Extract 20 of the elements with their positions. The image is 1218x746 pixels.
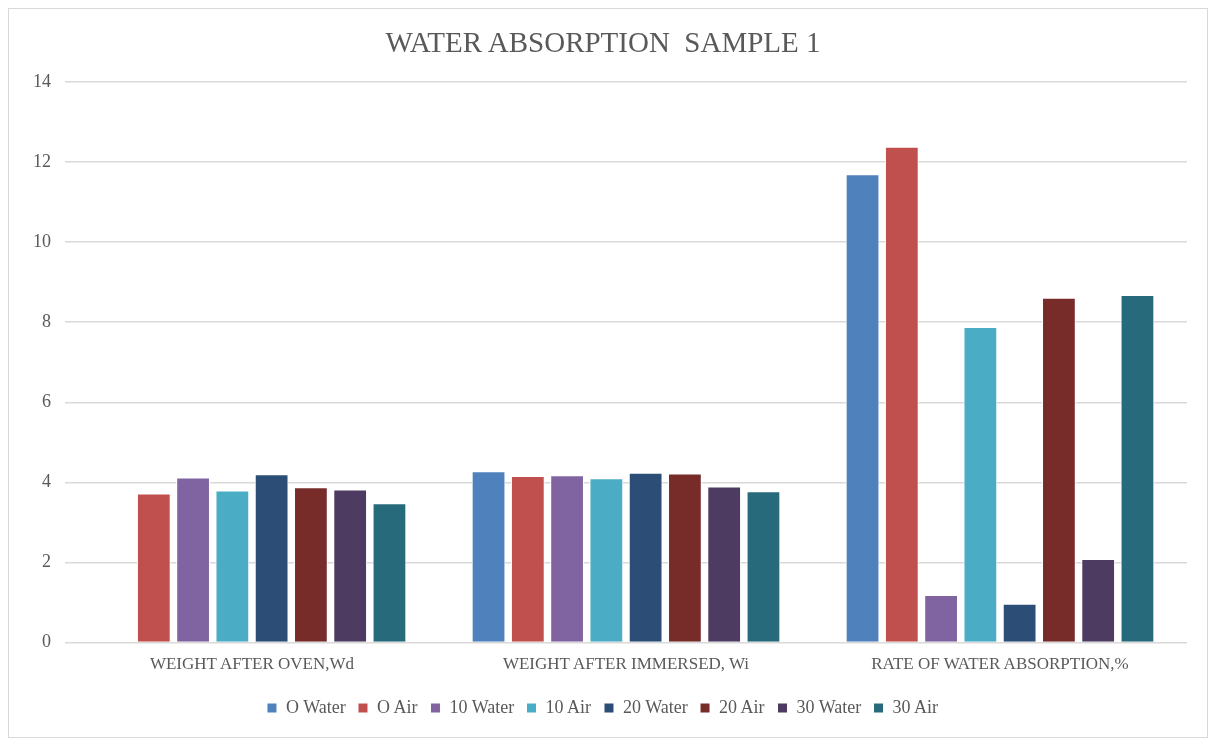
y-tick-label: 4 [42,471,51,492]
y-tick-label: 14 [33,70,51,91]
legend-label: 10 Air [545,696,592,717]
x-tick-label: WEIGHT AFTER IMMERSED, Wi [502,654,750,674]
legend-label: 10 Water [449,696,515,717]
chart-title: WATER ABSORPTION SAMPLE 1 [385,26,821,59]
x-tick-label: RATE OF WATER ABSORPTION,% [871,654,1129,674]
y-tick-label: 6 [42,390,51,411]
legend-label: O Water [285,696,346,717]
y-tick-label: 12 [33,150,51,171]
x-tick-label: WEIGHT AFTER OVEN,Wd [149,654,355,674]
legend-label: 20 Water [623,696,688,717]
legend-label: 30 Air [892,696,939,717]
y-tick-label: 0 [42,631,51,652]
y-tick-label: 2 [42,551,51,572]
legend-label: O Air [376,696,418,717]
y-tick-label: 8 [42,310,51,331]
legend-label: 30 Water [796,696,862,717]
legend-label: 20 Air [719,696,765,717]
y-tick-label: 10 [33,230,51,251]
